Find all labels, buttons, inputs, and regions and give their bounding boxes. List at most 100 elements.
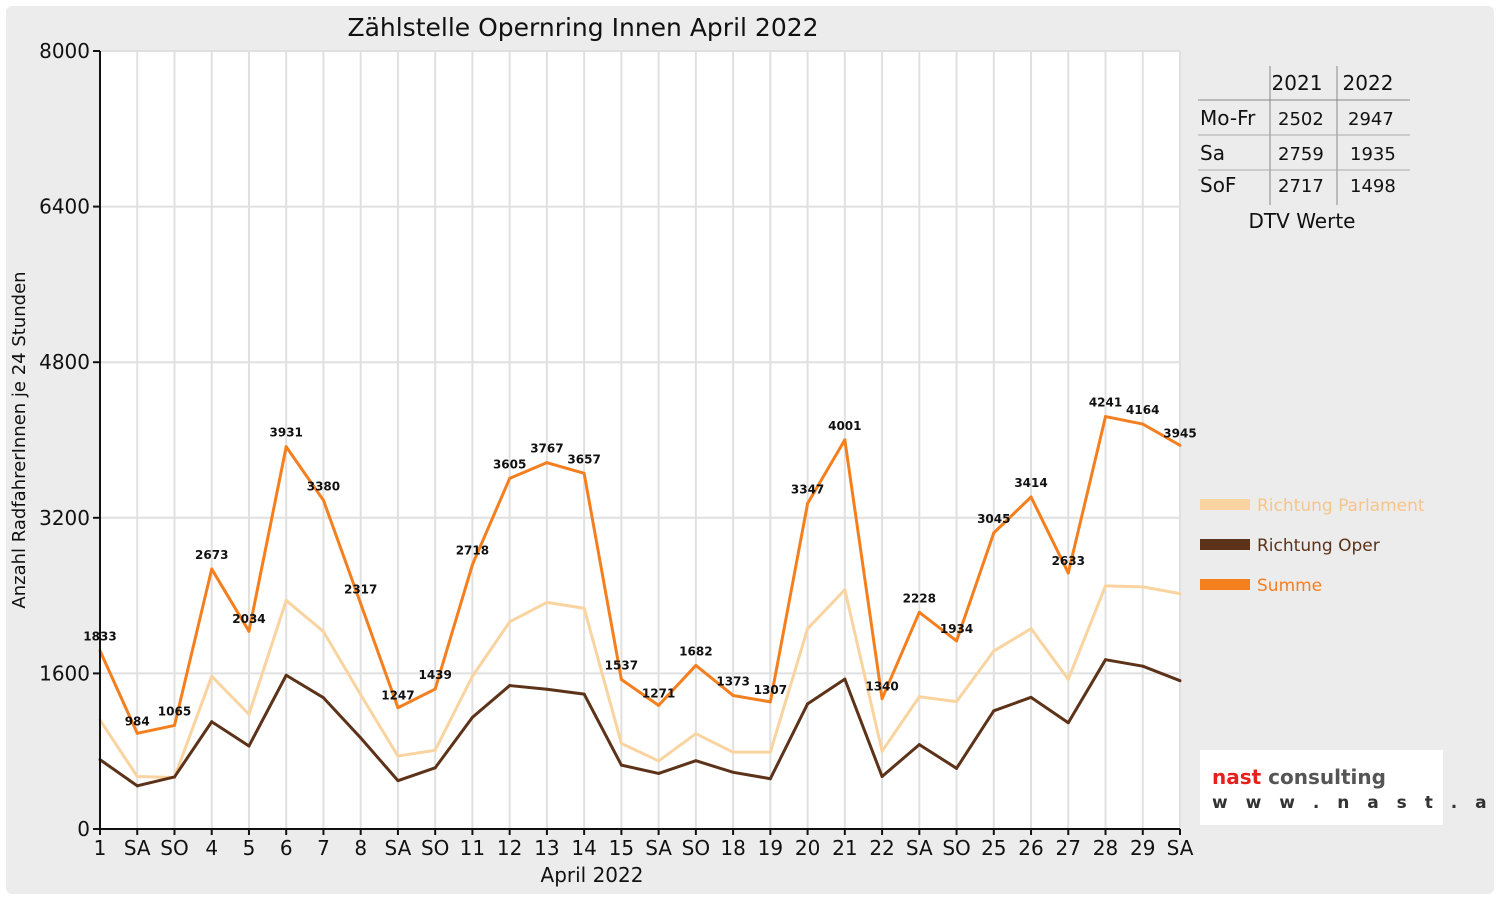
data-point <box>806 502 810 506</box>
series-lines <box>98 415 1182 788</box>
data-point <box>508 684 512 688</box>
x-tick-label: 5 <box>243 836 256 860</box>
data-label: 3767 <box>530 442 563 456</box>
data-point <box>806 702 810 706</box>
table-caption: DTV Werte <box>1249 209 1356 233</box>
data-point <box>768 777 772 781</box>
data-point <box>321 630 325 634</box>
data-point <box>359 693 363 697</box>
data-point <box>619 741 623 745</box>
data-point <box>1029 495 1033 499</box>
data-label: 1247 <box>381 689 414 703</box>
data-point <box>1141 585 1145 589</box>
data-point <box>992 709 996 713</box>
data-point <box>694 732 698 736</box>
dtv-table: 2021 2022 Mo-Fr 2502 2947 Sa 2759 1935 S… <box>1198 66 1410 233</box>
logo-background <box>1200 750 1443 825</box>
data-point <box>582 606 586 610</box>
data-point <box>619 763 623 767</box>
data-label: 2718 <box>456 544 489 558</box>
series-line <box>99 658 1181 788</box>
data-point <box>1029 695 1033 699</box>
y-tick-label: 1600 <box>39 661 90 685</box>
x-tick-label: 1 <box>94 836 107 860</box>
data-point <box>843 588 847 592</box>
x-tick-label: 14 <box>571 836 596 860</box>
data-point <box>284 598 288 602</box>
x-tick-label: SO <box>160 836 188 860</box>
data-point <box>1104 658 1108 662</box>
data-point <box>284 445 288 449</box>
logo-consulting: consulting <box>1261 765 1386 789</box>
data-point <box>731 750 735 754</box>
y-tick-label: 8000 <box>39 39 90 63</box>
logo-text: nast consulting <box>1212 765 1386 789</box>
data-label: 3414 <box>1014 476 1047 490</box>
data-point <box>508 476 512 480</box>
y-tick-label: 0 <box>77 817 90 841</box>
table-cell: 2502 <box>1278 109 1324 130</box>
data-point <box>917 695 921 699</box>
data-point <box>470 563 474 567</box>
data-point <box>1104 584 1108 588</box>
legend-swatch <box>1200 539 1250 550</box>
data-point <box>619 678 623 682</box>
data-point <box>1141 664 1145 668</box>
data-label: 2317 <box>344 583 377 597</box>
data-point <box>545 461 549 465</box>
data-point <box>694 663 698 667</box>
data-point <box>1066 721 1070 725</box>
legend-label: Richtung Parlament <box>1257 496 1425 516</box>
data-label: 1682 <box>679 644 712 658</box>
table-cell: 1935 <box>1350 144 1396 165</box>
data-point <box>247 744 251 748</box>
data-label: 1307 <box>754 683 787 697</box>
data-point <box>359 602 363 606</box>
data-point <box>731 693 735 697</box>
data-point <box>1066 571 1070 575</box>
x-tick-label: SA <box>906 836 933 860</box>
data-point <box>955 700 959 704</box>
data-point <box>992 649 996 653</box>
data-point <box>843 438 847 442</box>
data-point <box>433 766 437 770</box>
legend-label: Summe <box>1257 576 1322 596</box>
table-row-label: Sa <box>1200 141 1225 165</box>
data-point <box>396 754 400 758</box>
data-point <box>843 677 847 681</box>
data-point <box>210 720 214 724</box>
data-point <box>321 696 325 700</box>
data-point <box>470 674 474 678</box>
data-point <box>806 627 810 631</box>
data-label: 3605 <box>493 457 526 471</box>
x-tick-label: SA <box>1167 836 1194 860</box>
data-point <box>731 770 735 774</box>
data-point <box>135 731 139 735</box>
data-label: 3945 <box>1163 426 1196 440</box>
chart-title: Zählstelle Opernring Innen April 2022 <box>347 13 818 42</box>
data-label: 1065 <box>158 704 191 718</box>
data-point <box>657 771 661 775</box>
series-line <box>98 415 1181 735</box>
x-tick-label: SA <box>124 836 151 860</box>
series-line <box>98 584 1181 779</box>
data-label: 2673 <box>195 548 228 562</box>
data-point <box>582 692 586 696</box>
data-point <box>992 531 996 535</box>
data-point <box>917 610 921 614</box>
data-label: 3347 <box>791 483 824 497</box>
x-axis-label: April 2022 <box>541 863 644 887</box>
data-point <box>508 620 512 624</box>
data-label: 1537 <box>605 659 638 673</box>
table-header-2021: 2021 <box>1272 71 1323 95</box>
x-tick-label: 20 <box>795 836 820 860</box>
x-tick-label: 13 <box>534 836 559 860</box>
x-tick-label: 12 <box>497 836 522 860</box>
data-point <box>210 567 214 571</box>
x-tick-label: 26 <box>1018 836 1043 860</box>
legend-swatch <box>1200 579 1250 590</box>
data-label: 4164 <box>1126 403 1159 417</box>
data-label: 2034 <box>232 612 265 626</box>
x-tick-label: SA <box>645 836 672 860</box>
data-point <box>470 715 474 719</box>
